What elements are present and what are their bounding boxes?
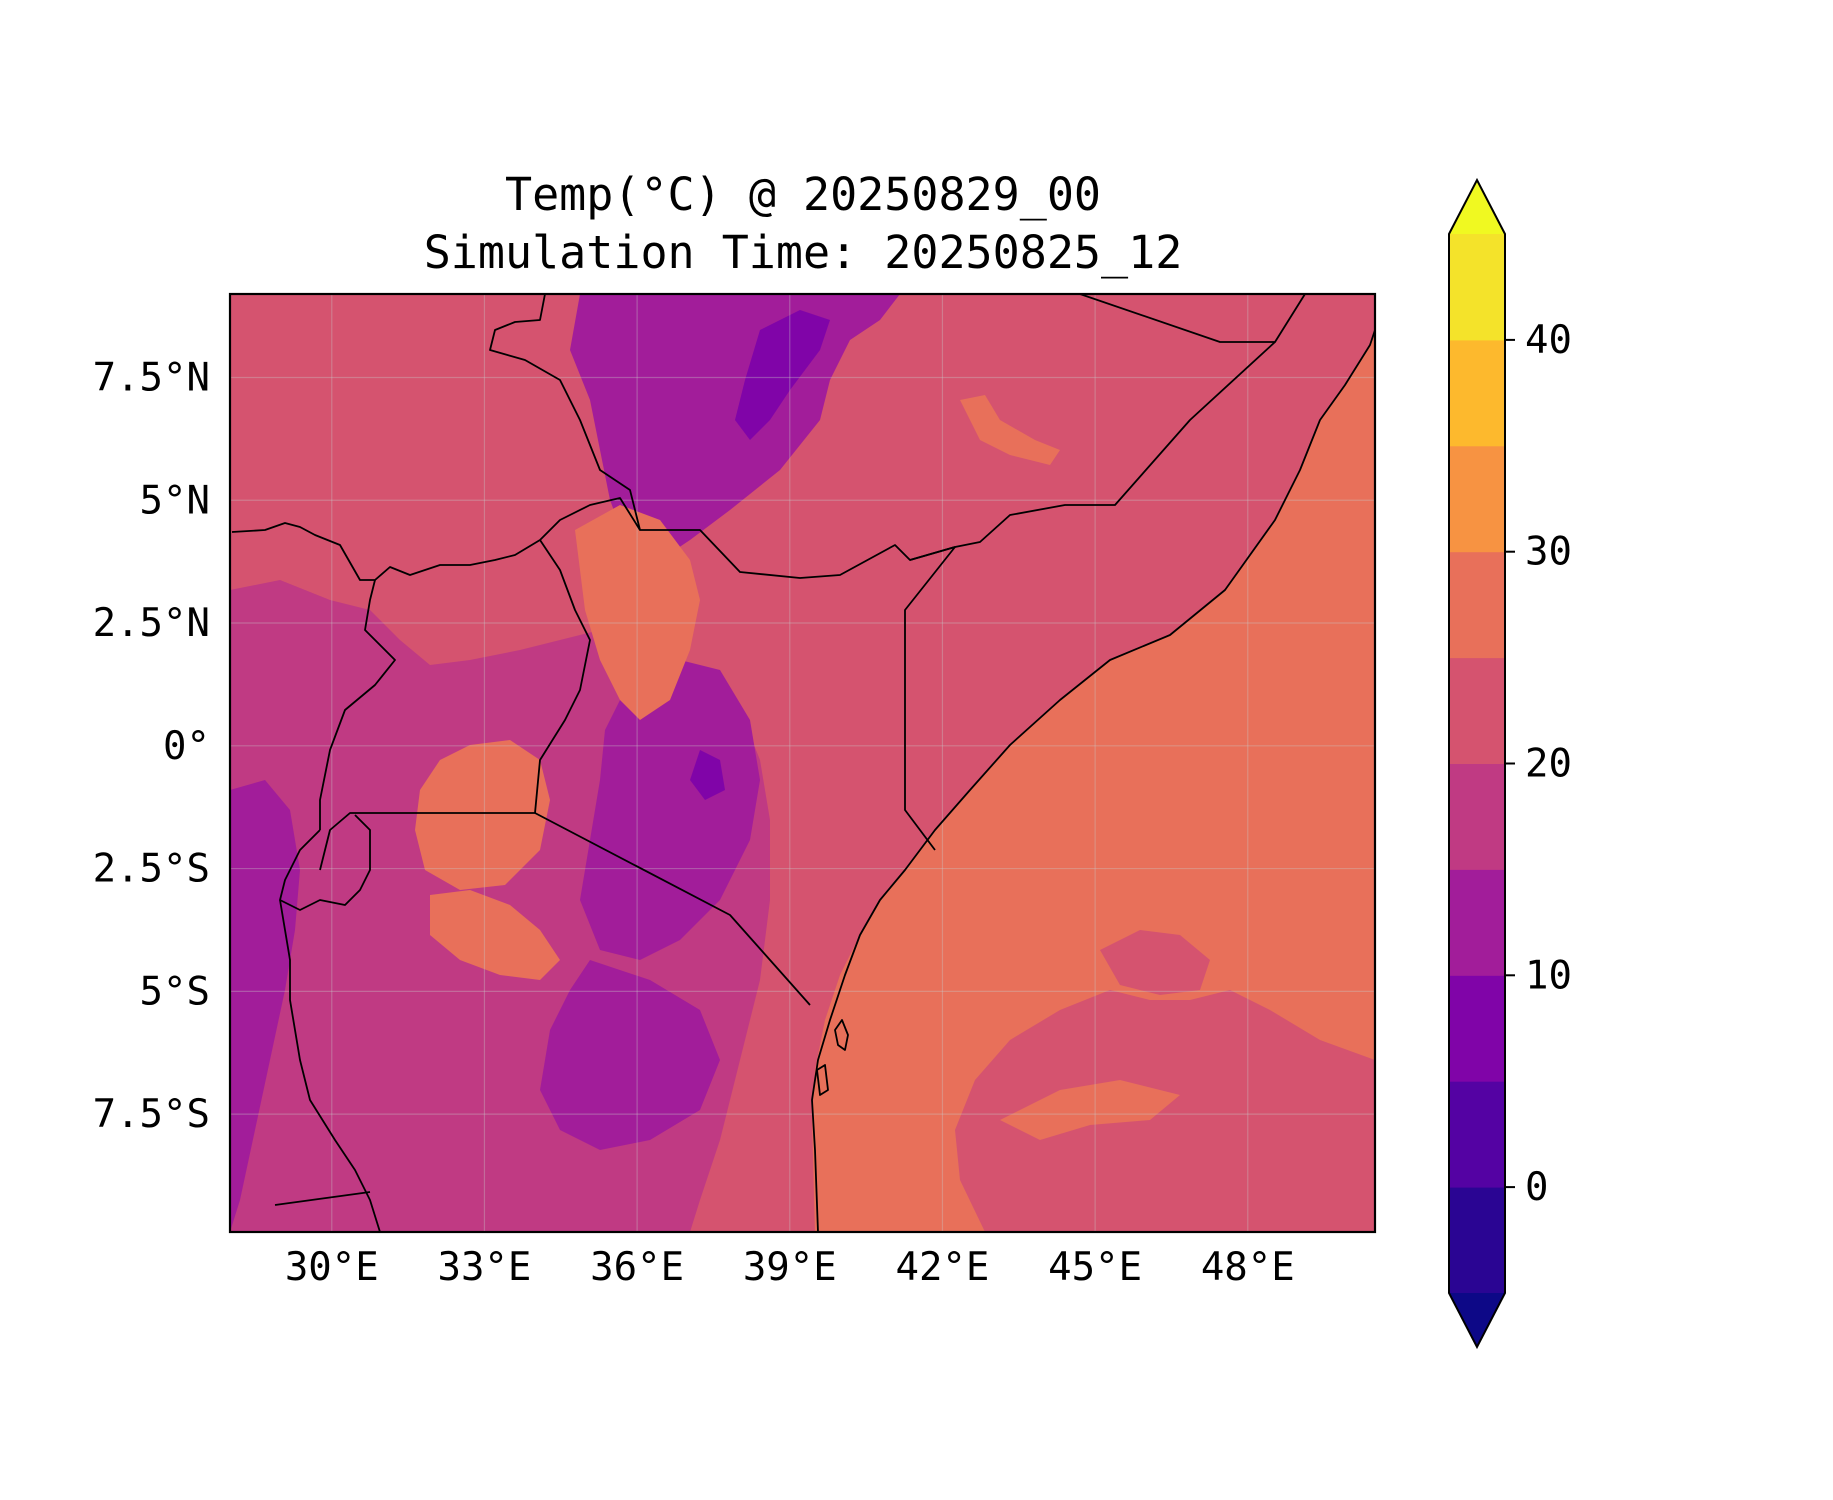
colorbar-bin xyxy=(1449,975,1505,1082)
border-drc-uganda xyxy=(319,579,396,830)
lat-tick-label: 5°N xyxy=(140,478,210,523)
colorbar-tick-label: 30 xyxy=(1525,530,1572,575)
kenya-highlands-cold xyxy=(690,750,725,800)
title-line-2: Simulation Time: 20250825_12 xyxy=(424,226,1183,279)
colorbar-bin xyxy=(1449,551,1505,659)
lat-tick-label: 7.5°S xyxy=(93,1092,210,1137)
border-rwanda-burundi xyxy=(279,814,371,911)
lat-tick-label: 2.5°S xyxy=(93,847,210,892)
lon-tick-label: 45°E xyxy=(1048,1245,1142,1290)
map-panel: 30°E 33°E 36°E 39°E 42°E 45°E 48°E 7.5°N 5°N 2.5… xyxy=(93,292,1377,1290)
colorbar-tick-label: 20 xyxy=(1525,742,1572,787)
ocean-cool-patch-2 xyxy=(1100,930,1210,995)
colorbar: 0 10 20 30 40 xyxy=(1448,177,1572,1350)
border-zanzibar xyxy=(834,1019,849,1051)
colorbar-bin xyxy=(1449,339,1505,447)
colorbar-bin xyxy=(1449,1187,1505,1294)
turkana-warm-region xyxy=(575,505,700,720)
longitude-tick-labels: 30°E 33°E 36°E 39°E 42°E 45°E 48°E xyxy=(285,1245,1295,1290)
colorbar-bin xyxy=(1449,763,1505,870)
ethiopia-highlands-cool xyxy=(570,294,900,560)
country-borders xyxy=(231,294,1375,1232)
border-south-sudan xyxy=(489,294,641,531)
tanzania-cool xyxy=(540,960,720,1150)
lat-tick-label: 2.5°N xyxy=(93,601,210,646)
lat-tick-label: 5°S xyxy=(140,969,210,1014)
border-pemba xyxy=(816,1064,829,1096)
colorbar-tick-labels: 0 10 20 30 40 xyxy=(1505,318,1572,1210)
lon-tick-label: 36°E xyxy=(590,1245,684,1290)
ocean-cool-patch-1 xyxy=(955,990,1375,1232)
latitude-tick-labels: 7.5°N 5°N 2.5°N 0° 2.5°S 5°S 7.5°S xyxy=(93,355,210,1137)
border-tanzania-west xyxy=(279,899,381,1232)
east-warm-streak xyxy=(960,395,1060,465)
colorbar-tick-label: 10 xyxy=(1525,953,1572,998)
border-somalia-ethiopia-south xyxy=(909,341,1276,561)
border-zambia-tanzania xyxy=(274,1191,371,1206)
lon-tick-label: 42°E xyxy=(895,1245,989,1290)
border-kenya-ethiopia xyxy=(539,497,956,579)
ethiopia-highlands-cold xyxy=(735,310,830,440)
colorbar-bin xyxy=(1449,869,1505,976)
ocean-warm-streak xyxy=(1000,1080,1180,1140)
lake-victoria-warm-ext xyxy=(430,890,560,980)
coastline-east-africa xyxy=(811,329,1375,1232)
colorbar-over-arrow xyxy=(1449,180,1505,234)
colorbar-bin xyxy=(1449,657,1505,764)
lat-tick-label: 7.5°N xyxy=(93,355,210,400)
lon-tick-label: 39°E xyxy=(743,1245,837,1290)
colorbar-tick-label: 0 xyxy=(1525,1165,1548,1210)
colorbar-bins xyxy=(1449,234,1505,1294)
colorbar-under-arrow xyxy=(1449,1293,1505,1347)
lon-tick-label: 30°E xyxy=(285,1245,379,1290)
lat-tick-label: 0° xyxy=(163,724,210,769)
lon-tick-label: 33°E xyxy=(437,1245,531,1290)
kenya-highlands-cool xyxy=(580,660,760,960)
border-kenya-tanzania xyxy=(534,812,811,1006)
colorbar-tick-label: 40 xyxy=(1525,318,1572,363)
title-line-1: Temp(°C) @ 20250829_00 xyxy=(505,168,1101,221)
border-kenya-somalia xyxy=(904,546,956,851)
colorbar-outline xyxy=(1448,177,1506,1350)
border-ethiopia-somalia xyxy=(1079,294,1306,343)
colorbar-bin xyxy=(1449,445,1505,553)
temperature-field xyxy=(230,294,1375,1232)
gridlines xyxy=(230,294,1375,1232)
colorbar-bin xyxy=(1449,234,1505,341)
lon-tick-label: 48°E xyxy=(1201,1245,1295,1290)
colorbar-bin xyxy=(1449,1081,1505,1188)
map-frame xyxy=(228,292,1377,1234)
lake-victoria-warm xyxy=(415,740,550,890)
border-uganda-kenya xyxy=(534,539,591,814)
border-uganda-south xyxy=(319,812,535,871)
